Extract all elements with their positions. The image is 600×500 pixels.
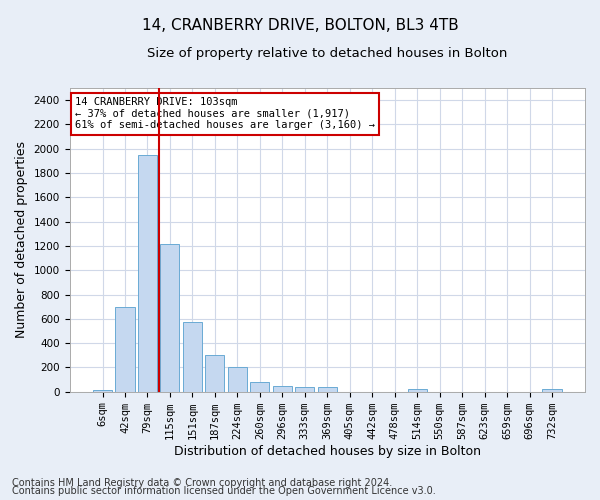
Bar xyxy=(205,354,224,392)
Bar xyxy=(273,386,292,392)
Text: 14, CRANBERRY DRIVE, BOLTON, BL3 4TB: 14, CRANBERRY DRIVE, BOLTON, BL3 4TB xyxy=(142,18,458,32)
Bar xyxy=(93,390,112,392)
Text: Contains public sector information licensed under the Open Government Licence v3: Contains public sector information licen… xyxy=(12,486,436,496)
Text: 14 CRANBERRY DRIVE: 103sqm
← 37% of detached houses are smaller (1,917)
61% of s: 14 CRANBERRY DRIVE: 103sqm ← 37% of deta… xyxy=(74,97,374,130)
Bar xyxy=(183,322,202,392)
Bar xyxy=(228,368,247,392)
Text: Contains HM Land Registry data © Crown copyright and database right 2024.: Contains HM Land Registry data © Crown c… xyxy=(12,478,392,488)
Bar xyxy=(115,306,134,392)
X-axis label: Distribution of detached houses by size in Bolton: Distribution of detached houses by size … xyxy=(174,444,481,458)
Bar xyxy=(318,388,337,392)
Bar xyxy=(542,390,562,392)
Bar xyxy=(138,155,157,392)
Y-axis label: Number of detached properties: Number of detached properties xyxy=(15,142,28,338)
Title: Size of property relative to detached houses in Bolton: Size of property relative to detached ho… xyxy=(147,48,508,60)
Bar xyxy=(295,388,314,392)
Bar xyxy=(250,382,269,392)
Bar xyxy=(160,244,179,392)
Bar xyxy=(407,388,427,392)
